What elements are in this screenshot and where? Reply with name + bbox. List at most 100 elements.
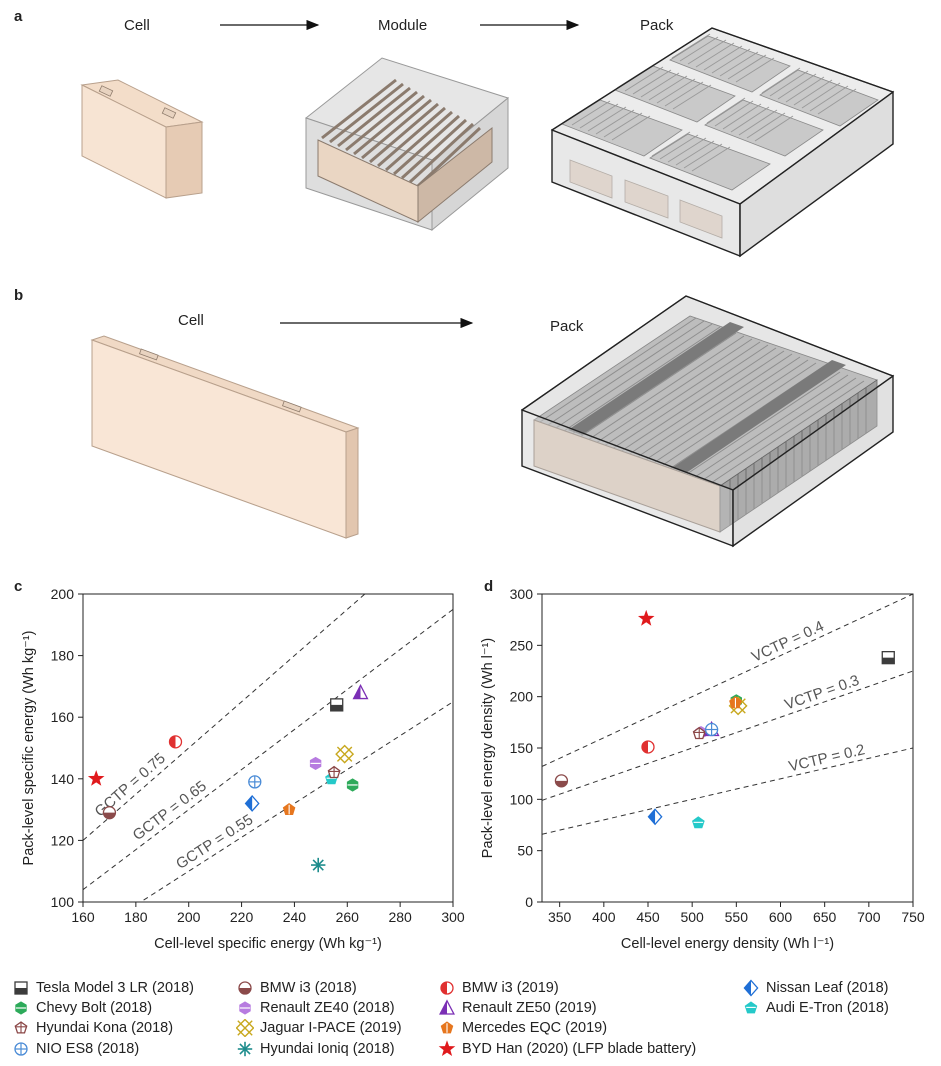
legend-label: NIO ES8 (2018) [36, 1041, 140, 1057]
reference-line-label-1: VCTP = 0.4 [749, 618, 827, 666]
legend-label: Hyundai Ioniq (2018) [260, 1041, 395, 1057]
x-tick-label: 450 [636, 909, 660, 925]
y-tick-label: 100 [51, 894, 75, 910]
reference-line-1 [83, 594, 366, 841]
battery-illustrations [80, 19, 895, 548]
jaguar-marker-icon [236, 1019, 254, 1037]
y-tick-label: 50 [517, 843, 533, 859]
data-point-nissan [244, 794, 260, 812]
data-point-bmw2019 [641, 740, 655, 754]
x-tick-label: 260 [336, 909, 360, 925]
legend-label: Renault ZE50 (2019) [462, 1000, 597, 1016]
x-tick-label: 600 [769, 909, 793, 925]
panel-b-label: b [14, 287, 24, 304]
panel-a-label: a [14, 8, 23, 25]
legend-label: Jaguar I-PACE (2019) [260, 1020, 402, 1036]
legend-label: Audi E-Tron (2018) [766, 1000, 889, 1016]
plot-frame [82, 593, 454, 903]
legend-label: Mercedes EQC (2019) [462, 1020, 608, 1036]
data-point-jaguar [335, 744, 355, 764]
x-tick-label: 240 [283, 909, 307, 925]
cell-illustration-a [80, 79, 204, 199]
audi-marker-icon [744, 1001, 758, 1014]
data-point-tesla [330, 698, 344, 712]
mercedes-marker-icon [440, 1021, 454, 1034]
y-tick-label: 140 [51, 771, 75, 787]
y-axis-label: Pack-level specific energy (Wh kg⁻¹) [21, 631, 37, 866]
data-point-kona [692, 726, 706, 740]
reference-line-3 [542, 747, 913, 835]
legend-label: Renault ZE40 (2018) [260, 1000, 395, 1016]
x-tick-label: 700 [857, 909, 881, 925]
data-point-byd [638, 609, 655, 626]
legend-item-chevy: Chevy Bolt (2018) [12, 999, 152, 1017]
data-point-audi [692, 816, 705, 829]
y-tick-label: 250 [510, 637, 534, 653]
y-tick-label: 180 [51, 648, 75, 664]
x-tick-label: 650 [813, 909, 837, 925]
x-tick-label: 160 [71, 909, 95, 925]
data-point-nio [704, 722, 719, 737]
nissan-marker-icon [743, 979, 759, 997]
reference-line-2 [83, 609, 453, 891]
reference-line-label-3: VCTP = 0.2 [787, 741, 867, 775]
x-tick-label: 350 [548, 909, 572, 925]
reference-line-2 [542, 670, 913, 801]
x-axis-label: Cell-level specific energy (Wh kg⁻¹) [154, 936, 382, 952]
x-tick-label: 180 [124, 909, 148, 925]
y-tick-label: 100 [510, 791, 534, 807]
kona-marker-icon [14, 1021, 28, 1034]
legend-label: Chevy Bolt (2018) [36, 1000, 153, 1016]
legend-item-bmw2019: BMW i3 (2019) [438, 979, 559, 997]
legend-item-jaguar: Jaguar I-PACE (2019) [236, 1019, 402, 1037]
reference-line-label-2: GCTP = 0.65 [130, 778, 210, 844]
data-point-nio [248, 775, 262, 789]
y-tick-label: 150 [510, 740, 534, 756]
legend-item-bmw2018: BMW i3 (2018) [236, 979, 357, 997]
legend-item-renault40: Renault ZE40 (2018) [236, 999, 395, 1017]
legend-item-kona: Hyundai Kona (2018) [12, 1019, 173, 1037]
chevy-marker-icon [15, 1001, 27, 1015]
module-label: Module [378, 17, 428, 34]
data-point-bmw2018 [102, 806, 117, 820]
legend-item-mercedes: Mercedes EQC (2019) [438, 1019, 607, 1037]
y-tick-label: 200 [51, 586, 75, 602]
legend-item-ioniq: Hyundai Ioniq (2018) [236, 1040, 395, 1058]
tesla-marker-icon [14, 981, 28, 995]
x-tick-label: 280 [388, 909, 412, 925]
data-point-kona [327, 765, 341, 779]
x-tick-label: 200 [177, 909, 201, 925]
data-point-tesla [881, 651, 895, 665]
legend-item-audi: Audi E-Tron (2018) [742, 999, 889, 1017]
legend-label: Tesla Model 3 LR (2018) [36, 980, 194, 996]
bmw2018-marker-icon [238, 981, 252, 995]
cell-label-b: Cell [178, 312, 204, 329]
data-point-nissan [647, 808, 663, 826]
data-point-ioniq [311, 857, 326, 873]
nio-marker-icon [14, 1042, 28, 1056]
ioniq-marker-icon [237, 1041, 253, 1057]
data-point-renault50 [352, 683, 369, 700]
reference-line-label-3: GCTP = 0.55 [173, 811, 256, 873]
y-axis-label: Pack-level energy density (Wh l⁻¹) [480, 638, 496, 858]
byd-marker-icon [438, 1040, 456, 1056]
x-tick-label: 400 [592, 909, 616, 925]
data-point-mercedes [282, 802, 296, 815]
x-tick-label: 300 [441, 909, 465, 925]
legend-item-byd: BYD Han (2020) (LFP blade battery) [438, 1040, 696, 1058]
legend-label: Hyundai Kona (2018) [36, 1020, 174, 1036]
data-point-chevy [346, 778, 359, 792]
y-tick-label: 0 [525, 894, 533, 910]
reference-line-3 [139, 701, 453, 902]
legend-item-tesla: Tesla Model 3 LR (2018) [12, 979, 194, 997]
y-tick-label: 120 [51, 832, 75, 848]
y-tick-label: 160 [51, 709, 75, 725]
renault50-marker-icon [439, 999, 455, 1015]
pack-illustration-a [550, 27, 895, 258]
y-tick-label: 300 [510, 586, 534, 602]
bmw2019-marker-icon [440, 981, 454, 995]
panel-c-label: c [14, 578, 23, 595]
cell-label-a: Cell [124, 17, 150, 34]
legend-item-renault50: Renault ZE50 (2019) [438, 999, 597, 1017]
